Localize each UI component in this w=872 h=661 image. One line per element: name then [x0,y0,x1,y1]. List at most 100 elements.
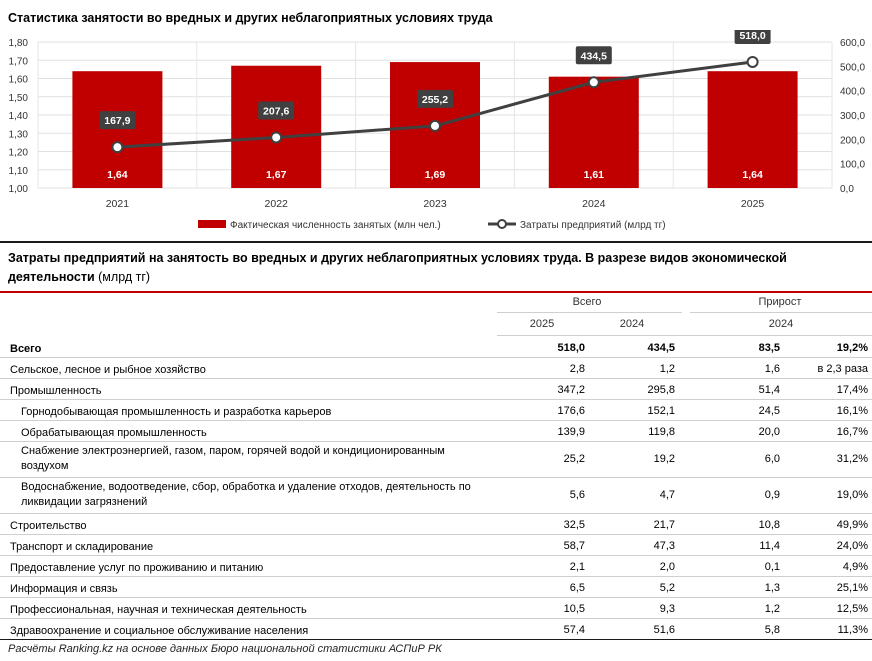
row-label: Обрабатывающая промышленность [21,427,207,439]
y-left-tick-label: 1,80 [9,38,29,49]
growth-abs: 1,3 [764,582,780,594]
value-2024: 47,3 [653,540,675,552]
value-2024: 434,5 [647,342,675,354]
header-rule-growth [690,312,872,313]
table-row: Строительство 32,5 21,7 10,8 49,9% [0,514,872,535]
line-value-label: 434,5 [581,50,607,62]
growth-abs: 1,6 [764,363,780,375]
legend-line-marker [497,219,507,229]
header-col-2024: 2024 [619,318,645,330]
growth-pct: 49,9% [836,519,868,531]
legend-bar-swatch [198,220,226,228]
line-point [429,119,441,132]
row-label: Водоснабжение, водоотведение, сбор, обра… [21,481,471,508]
growth-abs: 51,4 [758,384,780,396]
value-2024: 51,6 [653,624,675,636]
line-point [270,131,283,144]
growth-abs: 20,0 [758,426,780,438]
row-divider [0,420,872,421]
bar [231,65,322,188]
row-label: Снабжение электроэнергией, газом, паром,… [21,445,445,472]
source-note: Расчёты Ranking.kz на основе данных Бюро… [8,643,442,655]
line-point [111,141,124,154]
header-col-growth-2024: 2024 [768,318,794,330]
value-2025: 518,0 [557,342,585,354]
value-2024: 9,3 [659,603,675,615]
y-right-tick-label: 600,0 [840,38,865,49]
line-value-label-box [417,89,453,108]
row-label: Предоставление услуг по проживанию и пит… [10,562,264,574]
row-divider [0,378,872,379]
row-divider [0,555,872,556]
row-divider [0,576,872,577]
legend-bar-label: Фактическая численность занятых (млн чел… [230,220,441,231]
header-total: Всего [572,296,602,308]
y-right-tick-label: 400,0 [840,87,865,98]
growth-pct: 12,5% [836,603,868,615]
y-right-tick-label: 200,0 [840,135,865,146]
value-2024: 4,7 [659,489,675,501]
line-value-label: 207,6 [263,105,289,117]
table-row: Промышленность 347,2 295,8 51,4 17,4% [0,379,872,400]
row-label: Горнодобывающая промышленность и разрабо… [21,406,332,418]
y-left-tick-label: 1,10 [9,166,29,177]
header-growth: Прирост [758,296,802,308]
line-value-label-box [258,101,295,120]
table-row: Обрабатывающая промышленность 139,9 119,8 2… [0,421,872,442]
growth-pct: 25,1% [836,582,868,594]
growth-pct: в 2,3 раза [817,363,868,375]
row-label: Здравоохранение и социальное обслуживани… [10,625,309,637]
y-left-tick-label: 1,00 [9,184,29,195]
x-tick-label: 2025 [741,198,765,210]
bar [548,76,639,188]
growth-pct: 16,7% [836,426,868,438]
y-left-tick-label: 1,50 [9,93,29,104]
value-2025: 176,6 [557,405,585,417]
value-2024: 152,1 [647,405,675,417]
value-2025: 347,2 [557,384,585,396]
table-row: Информация и связь 6,5 5,2 1,3 25,1% [0,577,872,598]
row-divider [0,597,872,598]
value-2025: 2,8 [569,363,585,375]
bar-value-label: 1,69 [425,169,446,181]
table-row: Всего 518,0 434,5 83,5 19,2% [0,337,872,358]
growth-abs: 24,5 [758,405,780,417]
legend-line-label: Затраты предприятий (млрд тг) [520,220,666,231]
value-2024: 119,8 [648,426,675,438]
growth-pct: 24,0% [836,540,868,552]
value-2025: 5,6 [569,489,585,501]
line-value-label: 255,2 [422,94,448,106]
bar [72,71,163,188]
value-2025: 139,9 [557,426,585,438]
growth-pct: 19,0% [836,489,868,501]
bar [707,71,798,188]
bar-value-label: 1,61 [584,169,605,181]
line-value-label-box [99,111,136,130]
line-value-label-box [734,30,771,44]
row-divider [0,513,872,514]
table-title: Затраты предприятий на занятость во вред… [8,249,858,287]
value-2024: 19,2 [653,453,675,465]
value-2025: 10,5 [563,603,585,615]
table-top-rule [0,291,872,293]
header-rule-total [497,312,682,313]
line-value-label: 167,9 [104,115,130,127]
growth-pct: 31,2% [836,453,868,465]
growth-abs: 6,0 [764,453,780,465]
chart-title: Статистика занятости во вредных и других… [8,11,493,25]
value-2024: 5,2 [659,582,675,594]
line-point [587,76,600,89]
x-tick-label: 2023 [423,198,447,210]
y-right-tick-label: 500,0 [840,62,865,73]
table-row: Транспорт и складирование 58,7 47,3 11,4 24,… [0,535,872,556]
line-point [746,55,759,68]
growth-pct: 4,9% [842,561,868,573]
y-right-tick-label: 0,0 [840,184,854,195]
row-label: Профессиональная, научная и техническая … [10,604,307,616]
value-2024: 21,7 [653,519,675,531]
header-rule-bottom [497,335,872,336]
x-tick-label: 2024 [582,198,606,210]
growth-abs: 10,8 [758,519,780,531]
combo-chart: 1,00 1,10 1,20 1,30 1,40 1,50 1,60 1,70 1,80 0,0 1… [9,30,865,231]
growth-pct: 11,3% [837,624,868,636]
